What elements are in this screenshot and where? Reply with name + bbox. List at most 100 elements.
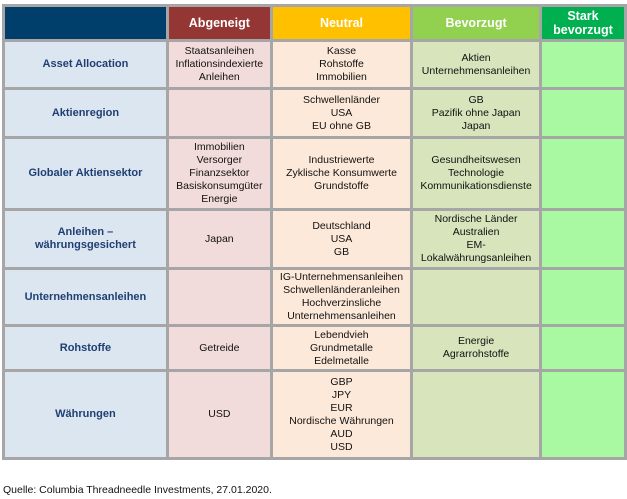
cell-item: Schwellenländeranleihen <box>283 284 400 296</box>
cell-item: Industriewerte <box>308 154 375 166</box>
cell-item: Immobilien <box>316 71 367 83</box>
cell-item: EUR <box>330 401 353 414</box>
cell-item: Aktien <box>461 51 491 64</box>
cell-bevorzugt <box>410 369 542 460</box>
cell-item: Rohstoffe <box>319 58 364 70</box>
cell-item: JPY <box>331 388 352 401</box>
cell-bevorzugt: Aktien Unternehmensanleihen <box>410 39 542 90</box>
row-label: Währungen <box>2 369 169 460</box>
header-neutral: Neutral <box>269 4 414 42</box>
header-stark-bevorzugt: Stark bevorzugt <box>538 4 627 42</box>
cell-item: EM- <box>466 239 486 251</box>
cell-item: USA <box>330 232 353 245</box>
cell-item: Staatsanleihen <box>184 45 255 57</box>
cell-item: Pazifik ohne Japan <box>431 106 521 119</box>
cell-item: Lebendvieh <box>314 328 369 341</box>
cell-item: Agrarrohstoffe <box>442 348 510 360</box>
cell-item: Inflationsindexierte <box>175 58 264 70</box>
cell-item: GBP <box>330 375 353 388</box>
cell-item: Getreide <box>199 341 240 354</box>
cell-item: Energie <box>457 335 495 347</box>
cell-item: Deutschland <box>312 219 371 232</box>
cell-stark-bevorzugt <box>538 208 627 270</box>
cell-bevorzugt: Gesundheitswesen Technologie Kommunikation… <box>410 136 542 211</box>
row-label: Anleihen – währungsgesichert <box>2 208 169 270</box>
cell-bevorzugt <box>410 267 542 327</box>
cell-item: Schwellenländer <box>302 93 381 106</box>
cell-item: Japan <box>205 232 234 245</box>
cell-abgeneigt <box>165 267 273 327</box>
cell-item: Japan <box>461 119 491 132</box>
table-row: Asset Allocation Staatsanleihen Inflations… <box>2 39 627 90</box>
cell-item: Immobilien <box>193 141 245 153</box>
cell-neutral: Lebendvieh Grundmetalle Edelmetalle <box>269 324 414 372</box>
cell-item: Versorger <box>196 154 243 166</box>
cell-neutral: IG-Unternehmensanleihen Schwellenländeran… <box>269 267 414 327</box>
cell-item: USD <box>208 408 231 420</box>
header-bevorzugt: Bevorzugt <box>410 4 542 42</box>
cell-item: USA <box>330 106 353 119</box>
row-label: Unternehmensanleihen <box>2 267 169 327</box>
cell-abgeneigt: USD <box>165 369 273 460</box>
cell-item: Basiskonsumgüter <box>176 180 263 192</box>
table-row: Unternehmensanleihen IG-Unternehmensanlei… <box>2 267 627 327</box>
cell-item: AUD <box>330 427 353 440</box>
cell-stark-bevorzugt <box>538 136 627 211</box>
cell-bevorzugt: GB Pazifik ohne Japan Japan <box>410 87 542 139</box>
cell-item: Nordische Währungen <box>289 414 394 427</box>
cell-item: Technologie <box>448 167 505 179</box>
row-label: Aktienregion <box>2 87 169 139</box>
table-row: Aktienregion Schwellenländer USA EU ohne GB… <box>2 87 627 139</box>
cell-item: Hochverzinsliche <box>301 297 382 309</box>
cell-item: Edelmetalle <box>314 354 369 367</box>
cell-abgeneigt <box>165 87 273 139</box>
cell-stark-bevorzugt <box>538 267 627 327</box>
cell-stark-bevorzugt <box>538 324 627 372</box>
cell-item: Kommunikationsdienste <box>420 180 532 192</box>
row-label: Asset Allocation <box>2 39 169 90</box>
cell-abgeneigt: Immobilien Versorger Finanzsektor Basiskons… <box>165 136 273 211</box>
cell-abgeneigt: Staatsanleihen Inflationsindexierte Anleih… <box>165 39 273 90</box>
cell-bevorzugt: Nordische Länder Australien EM- Lokalwährun… <box>410 208 542 270</box>
row-label: Rohstoffe <box>2 324 169 372</box>
cell-item: IG-Unternehmensanleihen <box>279 271 404 283</box>
table-row: Rohstoffe Getreide Lebendvieh Grundmetalle E… <box>2 324 627 372</box>
cell-stark-bevorzugt <box>538 87 627 139</box>
source-note: Quelle: Columbia Threadneedle Investment… <box>3 484 272 496</box>
cell-neutral: Deutschland USA GB <box>269 208 414 270</box>
cell-item: EU ohne GB <box>312 119 371 132</box>
cell-item: Australien <box>452 226 500 238</box>
cell-item: Lokalwährungsanleihen <box>420 252 532 264</box>
cell-item: Unternehmensanleihen <box>421 64 531 77</box>
header-corner <box>2 4 169 42</box>
cell-item: Nordische Länder <box>434 213 518 225</box>
table-row: Währungen USD GBP JPY EUR Nordische Währungen… <box>2 369 627 460</box>
cell-item: Anleihen <box>198 71 240 83</box>
cell-item: USD <box>330 440 353 453</box>
cell-item: Gesundheitswesen <box>431 154 521 166</box>
cell-item: Finanzsektor <box>189 167 250 179</box>
cell-item: Energie <box>201 193 238 205</box>
cell-abgeneigt: Japan <box>165 208 273 270</box>
cell-item: GB <box>333 245 350 258</box>
cell-neutral: Kasse Rohstoffe Immobilien <box>269 39 414 90</box>
table-row: Globaler Aktiensektor Immobilien Versorger… <box>2 136 627 211</box>
cell-neutral: GBP JPY EUR Nordische Währungen AUD USD <box>269 369 414 460</box>
header-abgeneigt: Abgeneigt <box>165 4 273 42</box>
cell-item: Zyklische Konsumwerte <box>286 167 397 179</box>
cell-item: GB <box>468 93 484 106</box>
cell-stark-bevorzugt <box>538 369 627 460</box>
cell-item: Grundmetalle <box>309 341 374 354</box>
allocation-table: Abgeneigt Neutral Bevorzugt Stark bevorz… <box>2 4 627 460</box>
cell-item: Grundstoffe <box>314 180 369 192</box>
cell-bevorzugt: Energie Agrarrohstoffe <box>410 324 542 372</box>
cell-item: Unternehmensanleihen <box>287 310 396 322</box>
cell-abgeneigt: Getreide <box>165 324 273 372</box>
row-label: Globaler Aktiensektor <box>2 136 169 211</box>
cell-item: Kasse <box>326 45 357 57</box>
header-row: Abgeneigt Neutral Bevorzugt Stark bevorz… <box>2 4 627 42</box>
cell-neutral: Industriewerte Zyklische Konsumwerte Grund… <box>269 136 414 211</box>
table-row: Anleihen – währungsgesichert Japan Deutsch… <box>2 208 627 270</box>
cell-stark-bevorzugt <box>538 39 627 90</box>
cell-neutral: Schwellenländer USA EU ohne GB <box>269 87 414 139</box>
